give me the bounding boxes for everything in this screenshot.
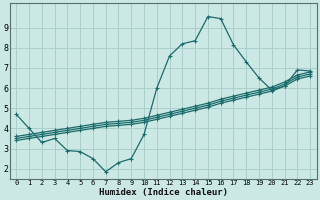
X-axis label: Humidex (Indice chaleur): Humidex (Indice chaleur) [99,188,228,197]
